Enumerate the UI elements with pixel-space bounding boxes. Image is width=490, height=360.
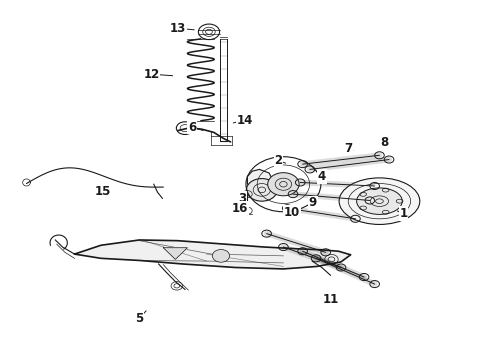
Text: 2: 2 <box>274 154 283 167</box>
Text: 6: 6 <box>188 121 196 134</box>
Text: 10: 10 <box>284 206 300 219</box>
Text: 14: 14 <box>237 113 253 126</box>
Text: 7: 7 <box>344 142 352 155</box>
Text: 11: 11 <box>322 293 339 306</box>
Circle shape <box>268 173 299 196</box>
Text: 4: 4 <box>318 170 326 183</box>
Text: 1: 1 <box>399 207 408 220</box>
Circle shape <box>212 249 230 262</box>
Polygon shape <box>247 170 273 199</box>
Text: 12: 12 <box>143 68 159 81</box>
Ellipse shape <box>339 178 420 224</box>
Polygon shape <box>163 248 187 259</box>
Text: 5: 5 <box>135 312 144 325</box>
Text: 13: 13 <box>170 22 186 35</box>
Text: 3: 3 <box>239 192 246 205</box>
Text: 8: 8 <box>380 136 389 149</box>
Polygon shape <box>74 240 351 269</box>
Text: 15: 15 <box>95 185 112 198</box>
Text: 9: 9 <box>309 197 317 210</box>
Ellipse shape <box>357 188 402 215</box>
Text: 16: 16 <box>232 202 248 215</box>
Circle shape <box>246 179 277 201</box>
